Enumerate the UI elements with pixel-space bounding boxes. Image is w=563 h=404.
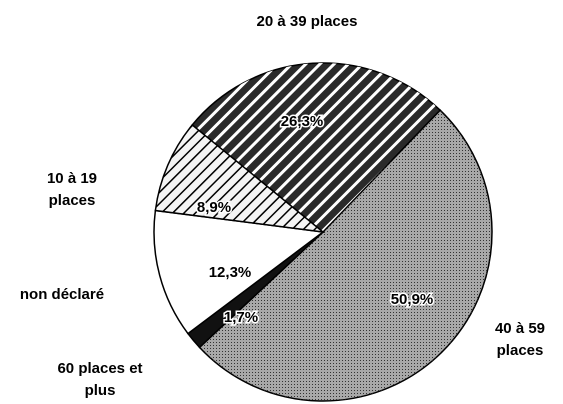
value-label: 50,9%: [391, 291, 434, 308]
value-label: 12,3%: [209, 264, 252, 281]
slice-pattern: [155, 124, 323, 232]
category-label: 40 à 59 places: [494, 320, 546, 359]
category-label: 60 places et plus: [57, 360, 143, 399]
value-label: 8,9%: [197, 199, 231, 216]
category-label: non déclaré: [19, 286, 105, 303]
value-label: 1,7%: [224, 309, 258, 326]
category-label: 10 à 19 places: [46, 170, 98, 209]
pie-slice: [153, 209, 325, 335]
slice-pattern: [192, 63, 441, 232]
slice-pattern: [199, 110, 492, 401]
category-label: 20 à 39 places: [256, 13, 358, 30]
value-label: 26,3%: [281, 113, 324, 130]
